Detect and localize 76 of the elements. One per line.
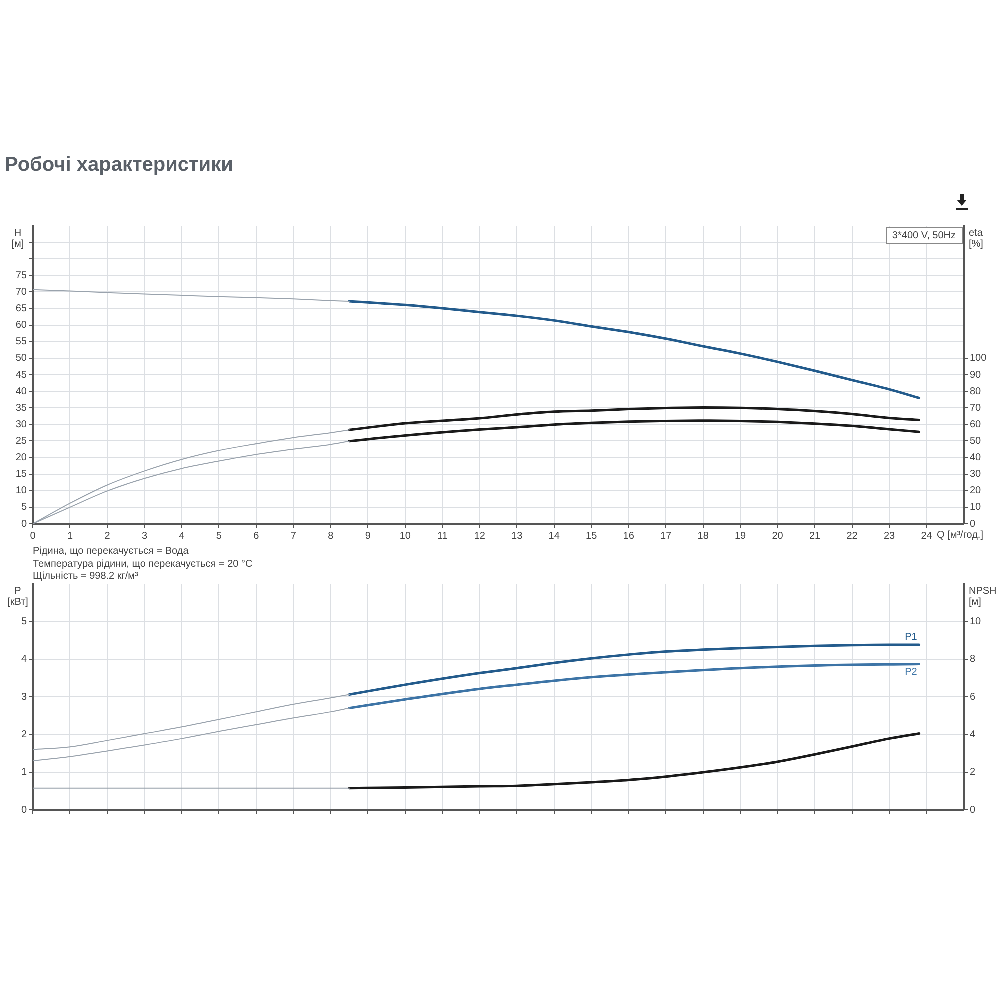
x-tick-label: 17 [660,530,672,542]
x-tick-label: 14 [548,530,560,542]
y-axis-title: H [м] [12,228,24,250]
y-axis-title: P [кВт] [8,586,29,608]
x-tick-label: 24 [921,530,933,542]
y-tick-label: 30 [16,419,28,430]
y2-tick-label: 80 [970,386,982,398]
y2-axis-title: NPSH [м] [969,586,997,608]
y2-tick-label: 30 [970,469,982,480]
text: Температура рідини, що перекачується = 20 °C [33,558,253,571]
x-tick-label: 3 [142,530,148,542]
y-tick-label: 2 [21,729,28,740]
y2-tick-label: 20 [970,486,982,497]
y-tick-label: 70 [16,286,28,298]
x-tick-label: 18 [698,530,710,542]
y2-tick-label: 90 [970,370,982,381]
y-tick-label: 25 [16,436,28,447]
y-tick-label: 45 [16,370,28,381]
x-tick-label: 11 [437,530,448,542]
y-tick-label: 75 [16,270,28,282]
y2-tick-label: 40 [970,452,982,464]
y2-tick-label: 8 [970,654,976,666]
y2-tick-label: 4 [970,729,976,740]
y2-tick-label: 70 [970,402,982,414]
text: Щільність = 998.2 кг/м³ [33,571,140,584]
y2-tick-label: 10 [970,502,982,514]
y-tick-label: 20 [16,452,28,464]
y-tick-label: 4 [21,654,28,666]
y2-tick-label: 0 [970,804,976,816]
y-tick-label: 15 [16,469,28,480]
y-tick-label: 50 [16,353,28,364]
x-axis-title: Q [м³/год.] [937,530,984,541]
x-tick-label: 6 [254,530,260,542]
x-tick-label: 9 [365,530,372,542]
y2-tick-label: 6 [970,692,976,703]
x-tick-label: 0 [30,530,36,542]
y2-tick-label: 10 [970,616,982,628]
y-tick-label: 5 [21,502,28,514]
x-tick-label: 4 [179,530,186,542]
x-tick-label: 5 [216,530,222,542]
y2-tick-label: 50 [970,436,982,447]
x-tick-label: 2 [104,530,111,542]
y-tick-label: 1 [21,767,28,778]
y-tick-label: 65 [16,304,28,315]
series-label: P2 [905,666,918,678]
x-tick-label: 12 [474,530,486,542]
y-tick-label: 60 [16,320,28,332]
y-tick-label: 5 [21,616,28,628]
x-tick-label: 16 [623,530,635,542]
y-tick-label: 0 [21,804,28,816]
y-tick-label: 0 [21,518,28,530]
x-tick-label: 8 [328,530,334,542]
x-tick-label: 1 [67,530,74,542]
x-tick-label: 20 [772,530,784,542]
text: Рідина, що перекачується = Вода [33,546,190,558]
annotation: 3*400 V, 50Hz [892,230,956,242]
x-tick-label: 15 [586,530,598,542]
y2-tick-label: 0 [970,518,976,530]
y2-tick-label: 100 [970,353,988,364]
y-tick-label: 35 [16,402,28,414]
chart-title: Робочі характеристики [5,154,234,177]
x-tick-label: 21 [809,530,822,542]
x-tick-label: 13 [512,530,524,542]
x-tick-label: 7 [290,530,297,542]
y-tick-label: 55 [16,336,28,348]
y-tick-label: 40 [16,386,28,398]
series-label: P1 [905,632,918,643]
y2-axis-title: eta [%] [969,228,984,250]
x-tick-label: 22 [846,530,858,542]
y-tick-label: 3 [21,692,28,703]
x-tick-label: 10 [400,530,412,542]
y2-tick-label: 60 [970,419,982,430]
y2-tick-label: 2 [970,767,976,778]
x-tick-label: 23 [884,530,896,542]
y-tick-label: 10 [16,486,28,497]
x-tick-label: 19 [734,530,747,542]
